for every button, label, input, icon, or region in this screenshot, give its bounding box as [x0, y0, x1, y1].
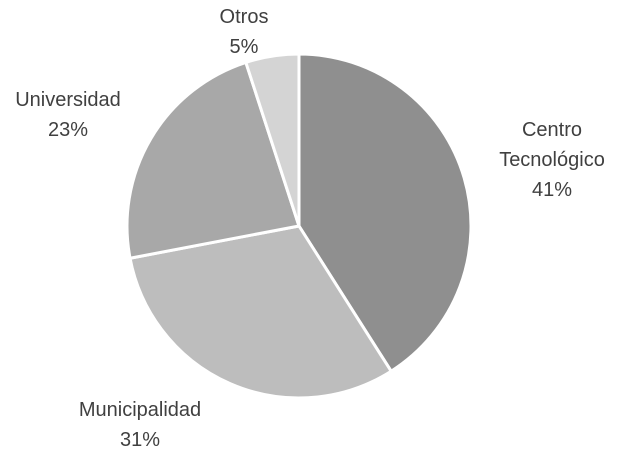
data-label: Centro Tecnológico 41%	[492, 115, 612, 205]
category-label: Universidad	[15, 89, 121, 111]
pie-slice	[128, 224, 393, 400]
data-label: Otros 5%	[194, 2, 294, 62]
category-label: Otros	[219, 6, 269, 28]
value-label: 5%	[229, 36, 259, 58]
pie-slice	[125, 60, 301, 260]
value-label: 23%	[47, 119, 89, 141]
value-label: 31%	[119, 429, 161, 451]
category-label: Municipalidad	[78, 399, 202, 421]
value-label: 41%	[531, 179, 573, 201]
data-label: Municipalidad 31%	[40, 395, 240, 455]
category-label: Centro Tecnológico	[499, 119, 605, 171]
data-label: Universidad 23%	[0, 85, 148, 145]
pie-slice	[244, 52, 301, 228]
